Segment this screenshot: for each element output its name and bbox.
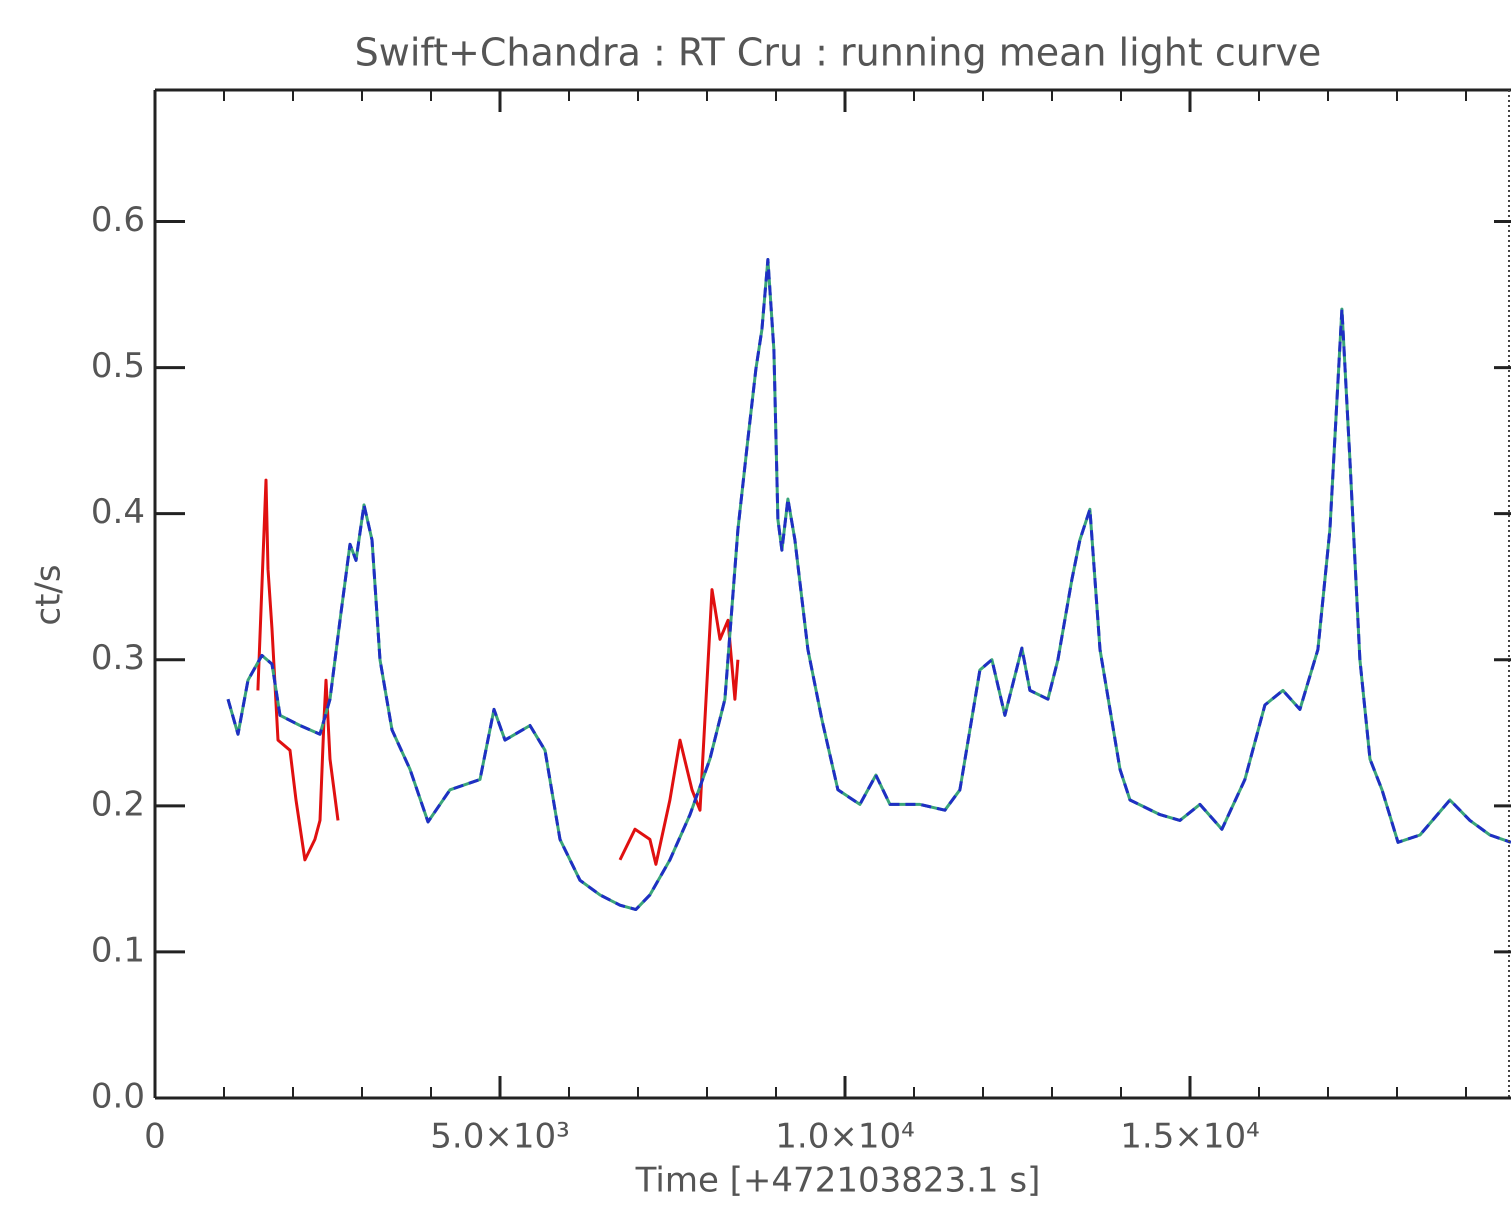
light-curve bbox=[226, 258, 1511, 911]
x-tick-label: 0 bbox=[144, 1117, 166, 1157]
x-tick-label: 1.5×10⁴ bbox=[1120, 1117, 1259, 1157]
y-axis-label: ct/s bbox=[29, 564, 69, 625]
y-tick-label: 0.5 bbox=[91, 346, 145, 386]
y-tick-label: 0.2 bbox=[91, 784, 145, 824]
x-tick-label: 5.0×10³ bbox=[430, 1117, 569, 1157]
y-tick-label: 0.6 bbox=[91, 200, 145, 240]
light-curve bbox=[256, 478, 740, 866]
chart-title: Swift+Chandra : RT Cru : running mean li… bbox=[355, 31, 1322, 75]
y-tick-label: 0.1 bbox=[91, 930, 145, 970]
y-tick-label: 0.0 bbox=[91, 1077, 145, 1117]
x-axis-label: Time [+472103823.1 s] bbox=[635, 1161, 1041, 1201]
x-tick-label: 1.0×10⁴ bbox=[775, 1117, 914, 1157]
y-tick-label: 0.3 bbox=[91, 638, 145, 678]
y-tick-label: 0.4 bbox=[91, 492, 145, 532]
light-curve bbox=[226, 258, 1511, 911]
plot-area bbox=[226, 258, 1511, 911]
